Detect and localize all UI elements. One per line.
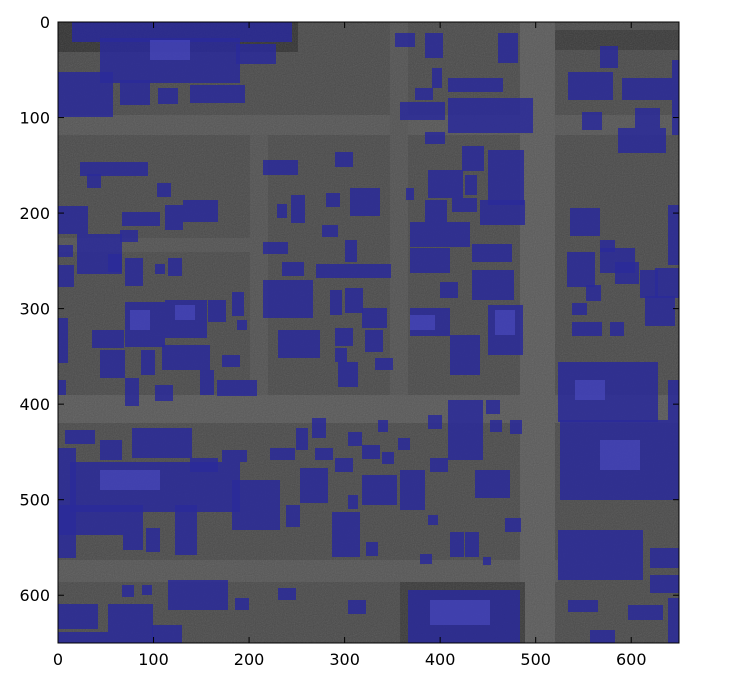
- x-tick-label: 300: [329, 650, 360, 669]
- y-tick-label: 100: [19, 109, 50, 128]
- building-mask-overlay: [58, 22, 679, 643]
- x-tick-label: 400: [425, 650, 456, 669]
- y-tick-label: 200: [19, 204, 50, 223]
- satellite-image-with-building-mask: [58, 22, 679, 643]
- roof-highlights: [100, 40, 640, 625]
- x-axis: 0 100 200 300 400 500 600: [53, 22, 647, 669]
- y-tick-label: 600: [19, 586, 50, 605]
- axes-frame: [57, 21, 680, 644]
- x-tick-label: 0: [53, 650, 63, 669]
- y-tick-label: 0: [40, 13, 50, 32]
- y-tick-label: 500: [19, 491, 50, 510]
- y-axis: 0 100 200 300 400 500 600: [19, 13, 679, 605]
- x-tick-label: 600: [616, 650, 647, 669]
- y-tick-label: 400: [19, 395, 50, 414]
- x-tick-label: 500: [520, 650, 551, 669]
- y-tick-label: 300: [19, 300, 50, 319]
- x-tick-label: 100: [138, 650, 169, 669]
- x-tick-label: 200: [234, 650, 265, 669]
